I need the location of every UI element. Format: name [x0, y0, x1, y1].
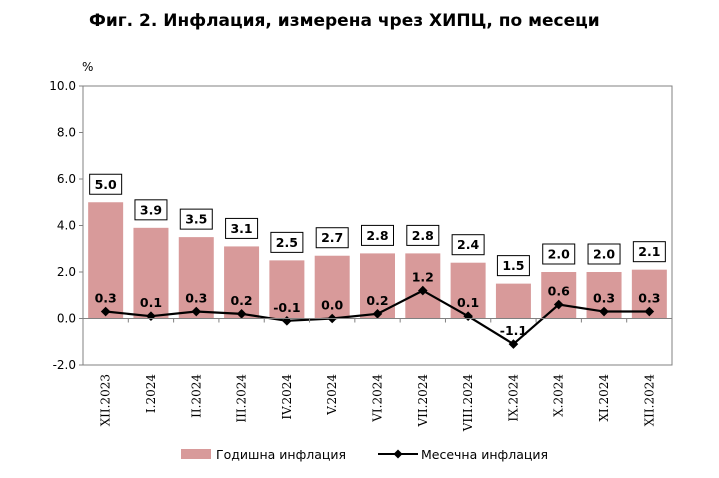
legend-label-bars: Годишна инфлация [216, 447, 346, 462]
bar-value-box [587, 243, 621, 265]
bar-value-box [496, 255, 530, 277]
bar-value-box [134, 199, 168, 221]
bar-value-label: 2.4 [457, 237, 479, 252]
line-value-label: 0.2 [230, 293, 252, 308]
bar-value-box [270, 231, 304, 253]
bar-value-box [89, 173, 123, 195]
line-marker [508, 339, 519, 349]
line-value-label: 0.3 [185, 291, 207, 306]
y-tick-label: 6.0 [57, 172, 76, 186]
line-value-label: 0.1 [140, 295, 162, 310]
bar [88, 202, 124, 319]
line-marker [372, 309, 383, 319]
line-value-label: 0.2 [366, 293, 388, 308]
line-marker [282, 316, 292, 326]
line-marker [644, 306, 655, 317]
x-tick-label: VI.2024 [371, 374, 385, 423]
line-marker [418, 285, 428, 296]
line-marker [236, 309, 247, 319]
bar [269, 260, 305, 319]
x-tick-label: XII.2023 [99, 374, 113, 426]
bar-value-box [406, 224, 440, 246]
bar-value-box [542, 243, 576, 265]
x-tick-label: IV.2024 [280, 374, 294, 420]
x-tick-label: III.2024 [235, 374, 249, 423]
bar-value-label: 1.5 [502, 258, 524, 273]
y-tick-label: 2.0 [57, 265, 76, 279]
x-tick-label: VII.2024 [416, 374, 430, 428]
bar-value-box [451, 234, 485, 256]
legend-swatch-bars [181, 449, 211, 459]
bar-value-label: 3.1 [230, 221, 252, 236]
data-labels: 5.0 3.9 3.5 3.1 2.5 2.7 2.8 2.8 2.4 1.5 2.0 2.0 2.1 0… [89, 173, 666, 338]
y-tick-label: 8.0 [57, 126, 76, 140]
x-tick-label: V.2024 [325, 374, 339, 416]
line-value-label: 0.0 [321, 298, 343, 313]
bar [224, 246, 260, 319]
bar-value-box [361, 224, 394, 246]
bar-value-label: 2.0 [593, 247, 615, 262]
x-tick-label: II.2024 [189, 374, 203, 418]
line-marker [599, 306, 609, 317]
bar-value-label: 2.8 [366, 228, 388, 243]
legend-label-line: Месечна инфлация [421, 447, 548, 462]
legend-marker [393, 449, 403, 459]
bar [314, 255, 350, 319]
line-marker [146, 311, 156, 321]
x-tick-label: XI.2024 [597, 374, 611, 422]
line-value-label: 0.3 [593, 291, 615, 306]
bar-value-label: 2.1 [638, 244, 660, 259]
line-value-label: 1.2 [412, 270, 434, 285]
bar [133, 227, 169, 319]
legend: Годишна инфлация Месечна инфлация [181, 447, 548, 462]
bar-value-box [225, 217, 259, 239]
bar-value-label: 2.8 [412, 228, 434, 243]
bar-value-box [315, 227, 349, 249]
axes: 10.0 8.0 6.0 4.0 2.0 0.0 -2.0% XII.2023 I.2024 II… [49, 60, 673, 433]
y-axis-label: % [82, 60, 93, 74]
line-marker [191, 306, 202, 317]
y-tick-label: -2.0 [53, 358, 76, 372]
bar-value-label: 2.5 [276, 235, 298, 250]
bar-value-label: 2.0 [548, 247, 570, 262]
line-value-label: -1.1 [500, 323, 527, 338]
line-marker [553, 299, 564, 310]
bar [541, 272, 577, 319]
chart-title: Фиг. 2. Инфлация, измерена чрез ХИПЦ, по… [89, 11, 600, 31]
line-value-label: 0.3 [95, 291, 117, 306]
bar-value-label: 3.9 [140, 202, 162, 217]
line-marker [463, 311, 473, 321]
x-tick-label: XII.2024 [642, 374, 656, 427]
line-value-label: -0.1 [273, 300, 300, 315]
bar [178, 237, 214, 319]
bar-value-label: 5.0 [95, 177, 117, 192]
line-value-label: 0.1 [457, 295, 479, 310]
y-tick-label: 0.0 [57, 312, 76, 326]
bar-value-box [632, 241, 666, 263]
bar-value-box [179, 208, 213, 230]
x-tick-label: IX.2024 [506, 374, 520, 422]
y-tick-label: 10.0 [49, 79, 76, 93]
bar-value-label: 2.7 [321, 230, 343, 245]
bar [495, 283, 531, 319]
line-marker [100, 306, 111, 317]
x-tick-label: X.2024 [552, 374, 566, 417]
x-tick-label: VIII.2024 [461, 374, 475, 433]
bar-value-label: 3.5 [185, 212, 207, 227]
line-value-label: 0.3 [638, 291, 660, 306]
x-tick-label: I.2024 [144, 374, 158, 413]
y-tick-label: 4.0 [57, 219, 76, 233]
line-value-label: 0.6 [548, 284, 570, 299]
